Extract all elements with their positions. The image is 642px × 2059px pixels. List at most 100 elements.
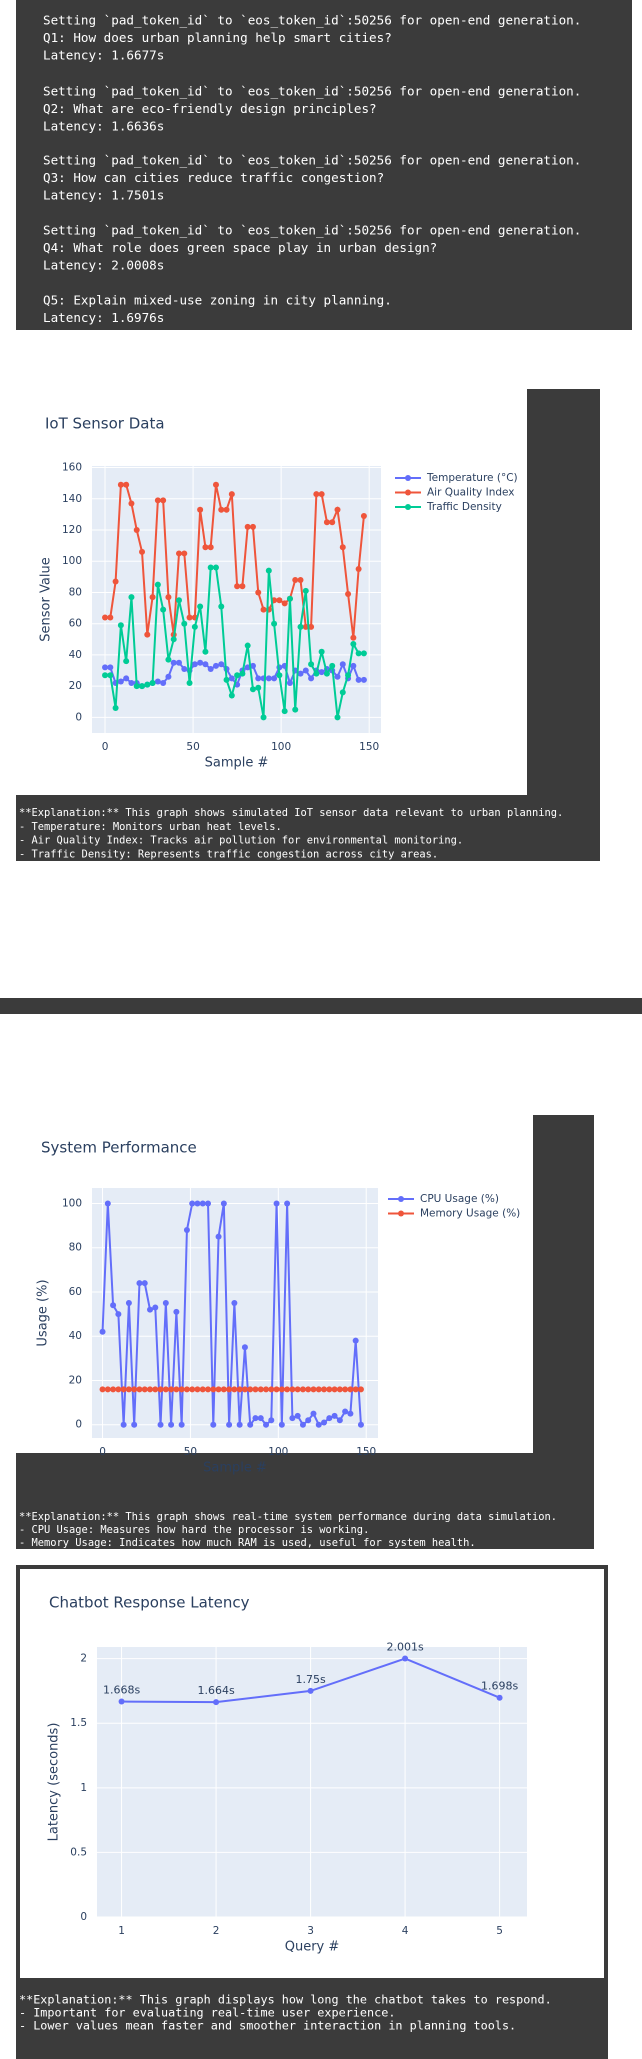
marker xyxy=(104,1386,111,1393)
marker xyxy=(260,714,267,721)
marker xyxy=(110,1386,117,1393)
marker xyxy=(165,656,172,663)
data-label: 1.664s xyxy=(197,1684,234,1697)
x-tick-label: 2 xyxy=(213,1925,220,1937)
x-tick-label: 150 xyxy=(359,741,379,753)
marker xyxy=(247,1386,254,1393)
marker xyxy=(355,650,362,657)
marker xyxy=(352,1386,359,1393)
marker xyxy=(265,675,272,682)
marker xyxy=(231,1300,238,1307)
marker xyxy=(239,670,246,677)
marker xyxy=(207,665,214,672)
marker xyxy=(249,662,256,669)
marker xyxy=(157,1421,164,1428)
marker xyxy=(360,650,367,657)
marker xyxy=(128,680,135,687)
marker xyxy=(323,670,330,677)
legend-label: Temperature (°C) xyxy=(426,472,518,484)
marker xyxy=(160,680,167,687)
marker xyxy=(128,500,135,507)
marker xyxy=(360,512,367,519)
marker xyxy=(299,1386,306,1393)
marker xyxy=(402,1655,409,1662)
marker xyxy=(260,606,267,613)
y-tick-label: 20 xyxy=(69,1374,82,1386)
marker xyxy=(123,675,130,682)
marker xyxy=(308,623,315,630)
marker xyxy=(321,1419,328,1426)
marker xyxy=(326,1415,333,1422)
marker xyxy=(112,578,119,585)
legend-label: Air Quality Index xyxy=(427,487,515,499)
y-axis-title: Latency (seconds) xyxy=(47,1723,62,1842)
marker xyxy=(218,506,225,513)
marker xyxy=(107,614,114,621)
marker xyxy=(278,1386,285,1393)
marker xyxy=(144,681,151,688)
x-tick-label: 3 xyxy=(307,1925,314,1937)
marker xyxy=(268,1386,275,1393)
marker xyxy=(205,1200,212,1207)
marker xyxy=(249,686,256,693)
marker xyxy=(102,672,109,679)
marker xyxy=(228,692,235,699)
marker xyxy=(210,1421,217,1428)
marker xyxy=(141,1386,148,1393)
console-line: Latency: 1.6636s xyxy=(43,118,164,133)
marker xyxy=(139,548,146,555)
marker xyxy=(302,667,309,674)
legend-label: CPU Usage (%) xyxy=(420,1193,499,1205)
console-line: Setting `pad_token_id` to `eos_token_id`… xyxy=(43,153,581,168)
y-tick-label: 40 xyxy=(69,1330,82,1342)
marker xyxy=(334,714,341,721)
marker xyxy=(115,1386,122,1393)
marker xyxy=(125,1386,132,1393)
explanation-line: - Temperature: Monitors urban heat level… xyxy=(19,821,282,833)
marker xyxy=(102,614,109,621)
marker xyxy=(191,623,198,630)
plot-area xyxy=(97,1647,527,1917)
marker xyxy=(220,1386,227,1393)
marker xyxy=(228,675,235,682)
marker xyxy=(276,597,283,604)
marker xyxy=(223,506,230,513)
marker xyxy=(139,683,146,690)
marker xyxy=(117,678,124,685)
explanation-line: **Explanation:** This graph displays how… xyxy=(19,1993,552,2007)
console-line: Q2: What are eco-friendly design princip… xyxy=(43,101,377,116)
marker xyxy=(149,594,156,601)
x-tick-label: 50 xyxy=(186,741,199,753)
y-axis-title: Sensor Value xyxy=(39,557,54,641)
y-tick-label: 40 xyxy=(69,649,82,661)
marker xyxy=(286,595,293,602)
marker xyxy=(189,1386,196,1393)
x-tick-label: 50 xyxy=(184,1446,197,1458)
marker xyxy=(308,661,315,668)
marker xyxy=(355,566,362,573)
marker xyxy=(360,676,367,683)
data-label: 1.698s xyxy=(481,1680,518,1693)
marker xyxy=(154,678,161,685)
legend-label: Memory Usage (%) xyxy=(420,1208,520,1220)
marker xyxy=(321,1386,328,1393)
marker xyxy=(255,589,262,596)
data-label: 1.668s xyxy=(103,1684,140,1697)
console-line: Latency: 1.6976s xyxy=(43,310,164,325)
marker xyxy=(350,641,357,647)
chart-title: IoT Sensor Data xyxy=(45,415,165,433)
marker xyxy=(183,1227,190,1234)
marker xyxy=(271,675,278,682)
marker xyxy=(160,497,167,504)
marker xyxy=(144,631,151,638)
y-tick-label: 100 xyxy=(62,1197,82,1209)
marker xyxy=(334,673,341,680)
marker xyxy=(104,1200,111,1207)
marker xyxy=(345,591,352,598)
legend-marker xyxy=(405,475,411,481)
explanation-line: - Lower values mean faster and smoother … xyxy=(19,2019,516,2033)
marker xyxy=(125,1300,132,1307)
marker xyxy=(294,1386,301,1393)
marker xyxy=(289,1415,296,1422)
marker xyxy=(336,1417,343,1424)
